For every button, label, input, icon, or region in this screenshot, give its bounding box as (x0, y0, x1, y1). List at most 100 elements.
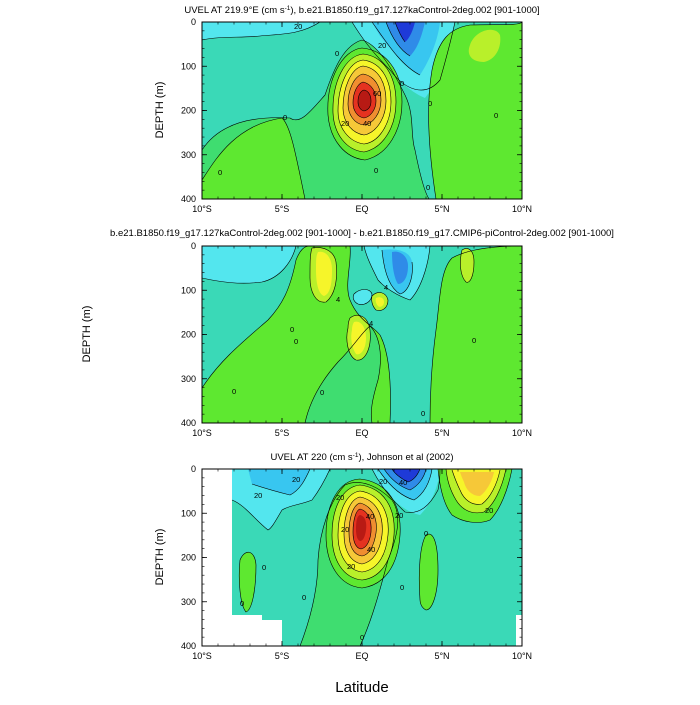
y-tick-label: 100 (181, 61, 196, 71)
panel-1-title: UVEL AT 219.9°E (cm s-1), b.e21.B1850.f1… (184, 5, 539, 16)
y-tick-label: 400 (181, 194, 196, 204)
panel-1-clabel: 0 (335, 49, 339, 58)
panel-2-yellow-left (316, 251, 332, 296)
panel-3-contour-labels: 20 20 20 20 40 20 20 40 40 20 20 0 0 0 0… (240, 475, 493, 642)
y-tick-label: 100 (181, 508, 196, 518)
x-tick-label: 5°S (275, 204, 290, 214)
x-tick-label: EQ (355, 204, 368, 214)
panel-2-negative-left (202, 246, 296, 284)
panel-1-green-southwest (202, 118, 305, 199)
panel-3-green-southwest (239, 552, 256, 612)
y-tick-label: 300 (181, 150, 196, 160)
x-tick-label: 10°S (192, 651, 212, 661)
panel-1-clabel: 20 (294, 22, 302, 31)
y-tick-label: 0 (191, 17, 196, 27)
panel-1-clabel: 0 (283, 113, 287, 122)
x-tick-label: EQ (355, 428, 368, 438)
panel-3-clabel: 0 (424, 529, 428, 538)
panel-1-clabel: 40 (363, 119, 371, 128)
panel-3-clabel: 20 (485, 506, 493, 515)
panel-1-contour-lines (202, 22, 522, 199)
panel-3-green-north (419, 534, 438, 610)
panel-2-clabel: 4 (369, 319, 373, 328)
panel-3-clabel: 20 (341, 525, 349, 534)
panel-3-gold-east (460, 472, 494, 496)
y-tick-label: 0 (191, 464, 196, 474)
panel-3-clabel: 0 (302, 593, 306, 602)
panel-2-clabel: 0 (232, 387, 236, 396)
panel-2-yellow-right (375, 297, 384, 307)
panel-3-clabel: 40 (366, 512, 374, 521)
panel-3-negative-right-deep (392, 469, 420, 482)
panel-1-clabel: 0 (218, 168, 222, 177)
panel-1-negative-top-band (202, 22, 320, 40)
x-tick-label: 5°S (275, 428, 290, 438)
panel-3-plot (202, 469, 522, 646)
panel-3-clabel: 40 (367, 545, 375, 554)
panel-1-clabel: 0 (426, 183, 430, 192)
panel-1-clabel: 20 (341, 119, 349, 128)
panel-3-clabel: 20 (336, 493, 344, 502)
panel-1-clabel: 0 (400, 79, 404, 88)
panel-1-green-east (428, 22, 522, 199)
y-tick-label: 400 (181, 418, 196, 428)
x-tick-label: 5°N (434, 428, 449, 438)
panel-3-clabel: 40 (399, 478, 407, 487)
panel-2-clabel: 4 (336, 295, 340, 304)
panel-1-negative-deep (395, 22, 415, 42)
panel-1-plot (202, 22, 522, 199)
x-axis-label: Latitude (335, 679, 388, 696)
x-tick-label: 10°S (192, 204, 212, 214)
panel-3-title: UVEL AT 220 (cm s-1), Johnson et al (200… (270, 452, 453, 463)
y-tick-label: 200 (181, 106, 196, 116)
panel-1-clabel: 60 (373, 89, 381, 98)
panel-3-clabel: 0 (262, 563, 266, 572)
panel-2-clabel: 4 (384, 283, 388, 292)
panel-2-green-east (430, 246, 522, 423)
panel-2-title: b.e21.B1850.f19_g17.127kaControl-2deg.00… (110, 228, 614, 239)
x-tick-label: EQ (355, 651, 368, 661)
panel-2-plot (202, 246, 522, 423)
panel-1-clabel: 0 (428, 99, 432, 108)
panel-3-contour-lines (231, 469, 513, 646)
y-tick-label: 200 (181, 330, 196, 340)
panel-3-negative-left-light (248, 469, 310, 495)
panel-3-ylabel: DEPTH (m) (154, 529, 166, 586)
panel-3-clabel: 0 (240, 599, 244, 608)
panel-2-clabel: 0 (290, 325, 294, 334)
panel-3-clabel: 20 (254, 491, 262, 500)
x-tick-label: 10°N (512, 651, 532, 661)
y-tick-label: 300 (181, 374, 196, 384)
panel-3-clabel: 20 (379, 477, 387, 486)
panel-2: b.e21.B1850.f19_g17.127kaControl-2deg.00… (81, 228, 614, 438)
panel-3-clabel: 20 (292, 475, 300, 484)
panel-2-clabel: 0 (472, 336, 476, 345)
panel-3: UVEL AT 220 (cm s-1), Johnson et al (200… (154, 452, 532, 696)
panel-2-contour-lines (202, 246, 522, 423)
panel-2-ylabel: DEPTH (m) (81, 306, 93, 363)
panel-2-clabel: 0 (320, 388, 324, 397)
x-tick-label: 5°N (434, 204, 449, 214)
panel-1-ylabel: DEPTH (m) (154, 82, 166, 139)
panel-1-lime-east (468, 29, 501, 62)
panel-2-contour-labels: 4 4 4 0 0 0 0 0 0 (232, 283, 476, 418)
y-tick-label: 400 (181, 641, 196, 651)
panel-1: UVEL AT 219.9°E (cm s-1), b.e21.B1850.f1… (154, 5, 540, 214)
y-tick-label: 0 (191, 241, 196, 251)
panel-1-contour-labels: 20 0 20 0 60 20 40 0 0 0 0 0 0 (218, 22, 498, 192)
panel-2-lime-east (460, 248, 474, 283)
panel-2-clabel: 0 (294, 337, 298, 346)
panel-1-clabel: 0 (374, 166, 378, 175)
panel-2-clabel: 0 (421, 409, 425, 418)
x-tick-label: 10°S (192, 428, 212, 438)
panel-3-core-ring-7 (356, 515, 367, 541)
x-tick-label: 5°S (275, 651, 290, 661)
panel-3-clabel: 0 (400, 583, 404, 592)
panel-3-clabel: 0 (360, 633, 364, 642)
x-tick-label: 5°N (434, 651, 449, 661)
panel-2-negative-mid (392, 251, 408, 284)
